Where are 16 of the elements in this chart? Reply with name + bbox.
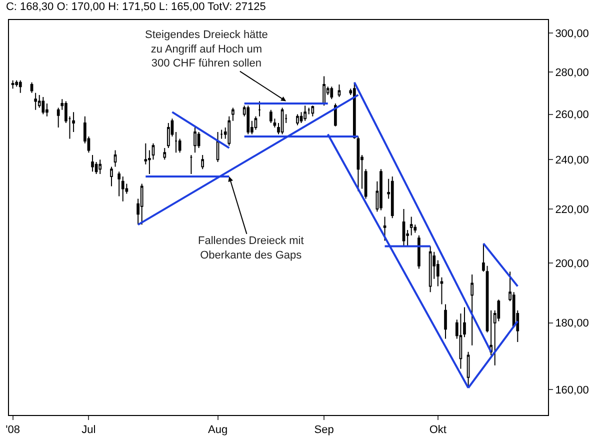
x-tick-label: Okt — [429, 424, 446, 436]
y-tick-label: 260,00 — [555, 109, 589, 122]
y-tick-label: 240,00 — [555, 154, 589, 166]
x-tick-label: Jul — [82, 424, 96, 436]
y-tick-label: 280,00 — [555, 67, 589, 80]
y-tick-label: 180,00 — [555, 318, 589, 330]
annotation: Steigendes Dreieck hätte zu Angriff auf Hoch um 300 CHF führen sollen — [145, 29, 268, 70]
chart-title: C: 168,30 O: 170,00 H: 171,50 L: 165,00 TotV: 27125 — [6, 0, 266, 13]
y-tick-label: 220,00 — [555, 204, 589, 216]
y-tick-label: 300,00 — [555, 28, 589, 40]
y-tick-label: 160,00 — [555, 384, 589, 396]
y-tick-label: 200,00 — [555, 258, 589, 270]
x-tick-label: Aug — [208, 424, 228, 436]
annotation: Fallendes Dreieck mit Oberkante des Gaps — [198, 235, 304, 262]
x-tick-label: Sep — [314, 424, 334, 436]
x-tick-label: '08 — [6, 424, 20, 436]
